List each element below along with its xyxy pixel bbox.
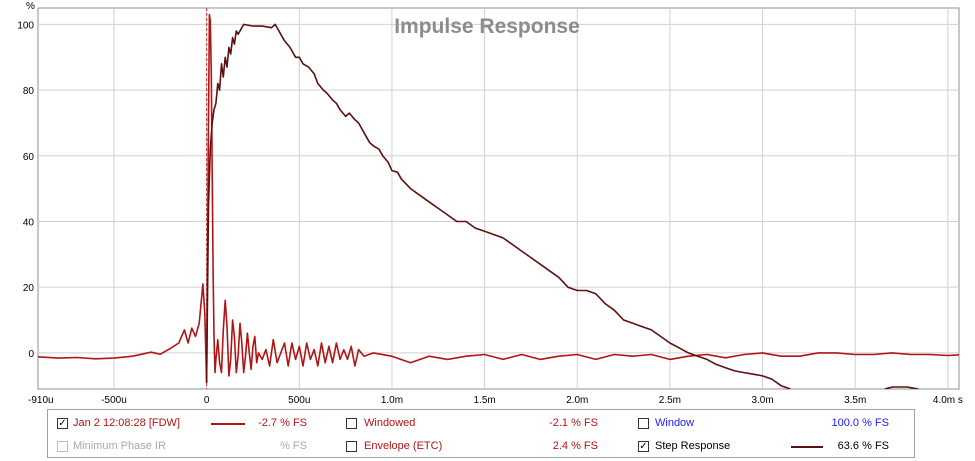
window-value: 100.0 % FS [831,417,889,429]
impulse-response-chart[interactable]: 0 20 40 60 80 100 -910u -500u 0 500u 1.0m 1.5m 2.0m… [0,0,975,407]
impulse-response-line [38,13,959,384]
x-tick-label: 0 [204,395,210,406]
window-label: Window [655,417,695,429]
step-response-color-swatch[interactable] [791,446,823,448]
step-response-label: Step Response [655,440,731,452]
y-tick-label: 100 [17,20,34,31]
y-tick-label: 60 [23,152,35,163]
x-tick-label: 4.0m s [933,395,963,406]
windowed-value: -2.1 % FS [549,417,598,429]
minimum-phase-value: % FS [280,440,307,452]
x-tick-label: 2.5m [659,395,681,406]
trace-label: Jan 2 12:08:28 [FDW] [73,417,180,429]
envelope-checkbox[interactable] [346,441,357,452]
y-axis: 0 20 40 60 80 100 [17,20,34,359]
step-response-line [205,23,791,389]
step-response-checkbox[interactable]: ✓ [638,441,649,452]
legend-row-1: ✓ Jan 2 12:08:28 [FDW] -2.7 % FS Windowe… [48,413,914,435]
envelope-label: Envelope (ETC) [364,440,443,452]
x-tick-label: 3.0m [751,395,773,406]
x-tick-label: -910u [28,395,54,406]
minimum-phase-label: Minimum Phase IR [73,440,166,452]
legend-panel: ✓ Jan 2 12:08:28 [FDW] -2.7 % FS Windowe… [47,409,915,458]
legend-row-2: Minimum Phase IR % FS Envelope (ETC) 2.4… [48,436,914,458]
x-tick-label: 2.0m [566,395,588,406]
x-tick-label: 1.5m [473,395,495,406]
y-axis-label: % [26,1,35,12]
series-group [38,13,959,389]
x-tick-label: 3.5m [844,395,866,406]
x-axis: -910u -500u 0 500u 1.0m 1.5m 2.0m 2.5m 3.0m 3.5m 4… [28,395,963,406]
y-tick-label: 40 [23,217,35,228]
minimum-phase-checkbox[interactable] [57,441,68,452]
windowed-label: Windowed [364,417,416,429]
trace-checkbox[interactable]: ✓ [57,418,68,429]
y-tick-label: 80 [23,86,35,97]
step-response-line [884,386,919,389]
trace-value: -2.7 % FS [258,417,307,429]
x-tick-label: 500u [288,395,310,406]
windowed-checkbox[interactable] [346,418,357,429]
y-tick-label: 0 [28,349,34,360]
step-response-value: 63.6 % FS [837,440,889,452]
x-tick-label: -500u [101,395,127,406]
trace-color-swatch[interactable] [211,423,245,425]
chart-title: Impulse Response [394,15,580,38]
y-tick-label: 20 [23,283,35,294]
envelope-value: 2.4 % FS [552,440,598,452]
x-tick-label: 1.0m [381,395,403,406]
plot-area[interactable] [37,7,960,390]
window-checkbox[interactable] [638,418,649,429]
